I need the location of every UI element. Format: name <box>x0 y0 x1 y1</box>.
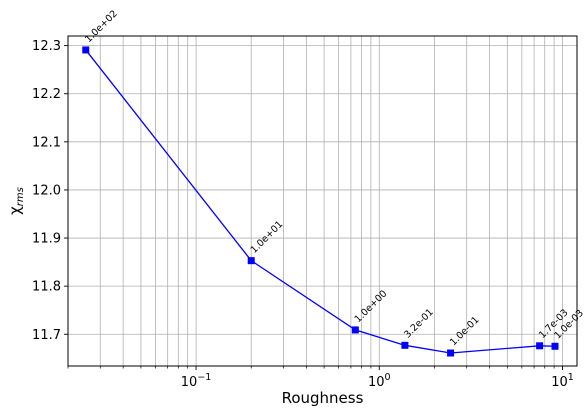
data-point-label: 1.0e+01 <box>249 219 286 256</box>
y-axis-label-main: χ <box>6 206 24 215</box>
axis-ticks: 11.711.811.912.012.112.212.310−1 100 101 <box>32 39 574 390</box>
x-tick-label-exponent: 0 <box>385 372 391 383</box>
data-point <box>82 46 90 54</box>
series-line <box>85 49 556 354</box>
x-axis-label: Roughness <box>282 389 364 407</box>
x-tick-label: 10−1 <box>181 372 212 390</box>
x-tick-label: 101 <box>551 372 574 390</box>
data-point <box>401 341 409 349</box>
x-tick-label-base: 10 <box>368 375 385 390</box>
x-tick-label-base: 10 <box>551 375 568 390</box>
y-tick-label: 11.7 <box>32 328 61 343</box>
y-tick-label: 11.9 <box>32 232 61 247</box>
data-point <box>351 326 359 334</box>
y-axis-label: χrms <box>6 187 26 215</box>
x-tick-label-exponent: −1 <box>197 372 211 383</box>
y-tick-label: 12.3 <box>32 39 61 54</box>
data-point <box>247 257 255 265</box>
data-point <box>551 342 559 350</box>
y-axis-label-sub: rms <box>15 187 26 206</box>
x-tick-label-base: 10 <box>181 375 198 390</box>
data-point <box>447 349 455 357</box>
point-labels: 1.0e+021.0e+011.0e+00 3.2e-01 1.0e-01 1.7e-… <box>83 8 586 348</box>
data-point-label: 1.0e-01 <box>448 315 482 349</box>
y-tick-label: 12.0 <box>32 183 61 198</box>
x-tick-label-exponent: 1 <box>568 372 574 383</box>
data-series <box>82 46 559 357</box>
data-point-label: 3.2e-01 <box>402 307 436 341</box>
data-point <box>536 342 544 350</box>
plot-frame <box>67 35 578 367</box>
x-tick-label: 100 <box>368 372 391 390</box>
y-tick-label: 12.1 <box>32 135 61 150</box>
data-point-label: 1.0e+02 <box>83 8 120 45</box>
grid <box>67 36 577 366</box>
y-tick-label: 12.2 <box>32 87 61 102</box>
y-tick-label: 11.8 <box>32 280 61 295</box>
